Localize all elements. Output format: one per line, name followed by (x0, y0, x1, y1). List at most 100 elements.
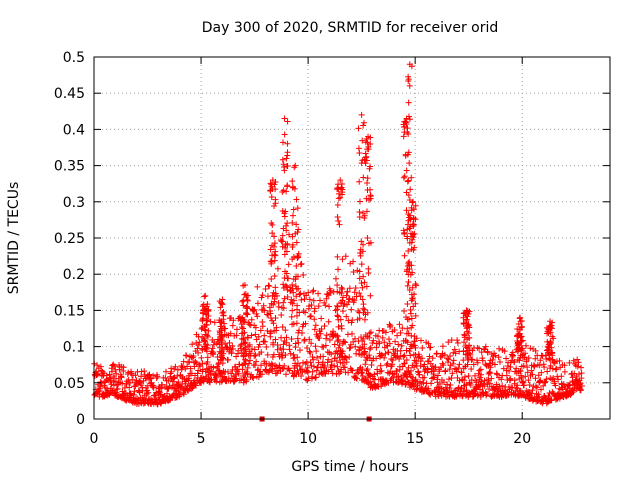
data-point (244, 297, 251, 304)
data-point (102, 378, 109, 385)
data-point (190, 352, 197, 359)
data-point (180, 358, 187, 365)
data-point (247, 350, 254, 357)
data-point (132, 372, 139, 379)
data-point (240, 302, 247, 309)
data-point (246, 321, 253, 328)
data-point (385, 349, 392, 356)
y-tick-label: 0.35 (54, 159, 85, 175)
data-point (114, 385, 121, 392)
data-point (230, 317, 237, 324)
data-point (197, 363, 204, 370)
y-tick-label: 0.3 (63, 195, 85, 211)
data-point (244, 311, 251, 318)
data-point (141, 368, 148, 375)
data-point (382, 329, 389, 336)
data-point (283, 155, 290, 162)
data-point (334, 214, 341, 221)
data-point (284, 140, 291, 147)
data-point (398, 342, 405, 349)
data-point (278, 311, 285, 318)
y-tick-label: 0.4 (63, 122, 85, 138)
data-point (408, 332, 415, 339)
data-point (356, 209, 363, 216)
data-point (250, 307, 257, 314)
data-point (407, 306, 414, 313)
data-point (356, 150, 363, 157)
data-point (273, 363, 280, 370)
data-point (215, 361, 222, 368)
data-point (544, 368, 551, 375)
x-tick-label: 5 (197, 431, 206, 447)
data-point (163, 368, 170, 375)
data-point (324, 291, 331, 298)
data-point (261, 307, 268, 314)
data-point (421, 368, 428, 375)
data-point (198, 379, 205, 386)
data-point (416, 371, 423, 378)
data-point (280, 281, 287, 288)
data-point (293, 293, 300, 300)
y-axis-label: SRMTID / TECUs (6, 182, 22, 295)
data-point (325, 368, 332, 375)
data-point (321, 362, 328, 369)
data-point (376, 340, 383, 347)
data-point (296, 291, 303, 298)
data-point (546, 389, 553, 396)
data-point (373, 355, 380, 362)
data-point (377, 352, 384, 359)
data-point (244, 364, 251, 371)
data-point (397, 347, 404, 354)
data-point (312, 322, 319, 329)
data-point (281, 167, 288, 174)
x-tick-label: 20 (513, 431, 531, 447)
y-tick-label: 0.45 (54, 86, 85, 102)
data-point (315, 303, 322, 310)
data-point (375, 383, 382, 390)
data-point (288, 296, 295, 303)
data-point (321, 323, 328, 330)
data-point (406, 82, 413, 89)
data-point (298, 373, 305, 380)
data-point (98, 367, 105, 374)
data-point (353, 375, 360, 382)
data-point (400, 353, 407, 360)
data-point (183, 363, 190, 370)
data-point (272, 314, 279, 321)
x-axis-label: GPS time / hours (291, 459, 408, 475)
chart-title: Day 300 of 2020, SRMTID for receiver ori… (202, 20, 499, 36)
data-point (244, 305, 251, 312)
data-point (394, 332, 401, 339)
data-point (304, 344, 311, 351)
data-point (392, 338, 399, 345)
data-point (391, 327, 398, 334)
data-point (242, 358, 249, 365)
data-point (175, 387, 182, 394)
data-point (103, 372, 110, 379)
data-point (370, 337, 377, 344)
data-point (395, 341, 402, 348)
data-point (301, 337, 308, 344)
data-point (180, 391, 187, 398)
data-point (207, 318, 214, 325)
data-point (561, 368, 568, 375)
data-point (250, 375, 257, 382)
data-point (233, 332, 240, 339)
data-point (379, 334, 386, 341)
data-point (429, 355, 436, 362)
data-point (120, 364, 127, 371)
data-point (198, 325, 205, 332)
data-point (404, 300, 411, 307)
data-point (246, 341, 253, 348)
data-point (310, 287, 317, 294)
y-tick-label: 0.2 (63, 267, 85, 283)
data-point (386, 321, 393, 328)
data-point (283, 371, 290, 378)
data-point (401, 360, 408, 367)
data-point (417, 358, 424, 365)
data-point (279, 139, 286, 146)
data-point (421, 374, 428, 381)
data-point (401, 307, 408, 314)
data-point (332, 275, 339, 282)
data-point (269, 368, 276, 375)
